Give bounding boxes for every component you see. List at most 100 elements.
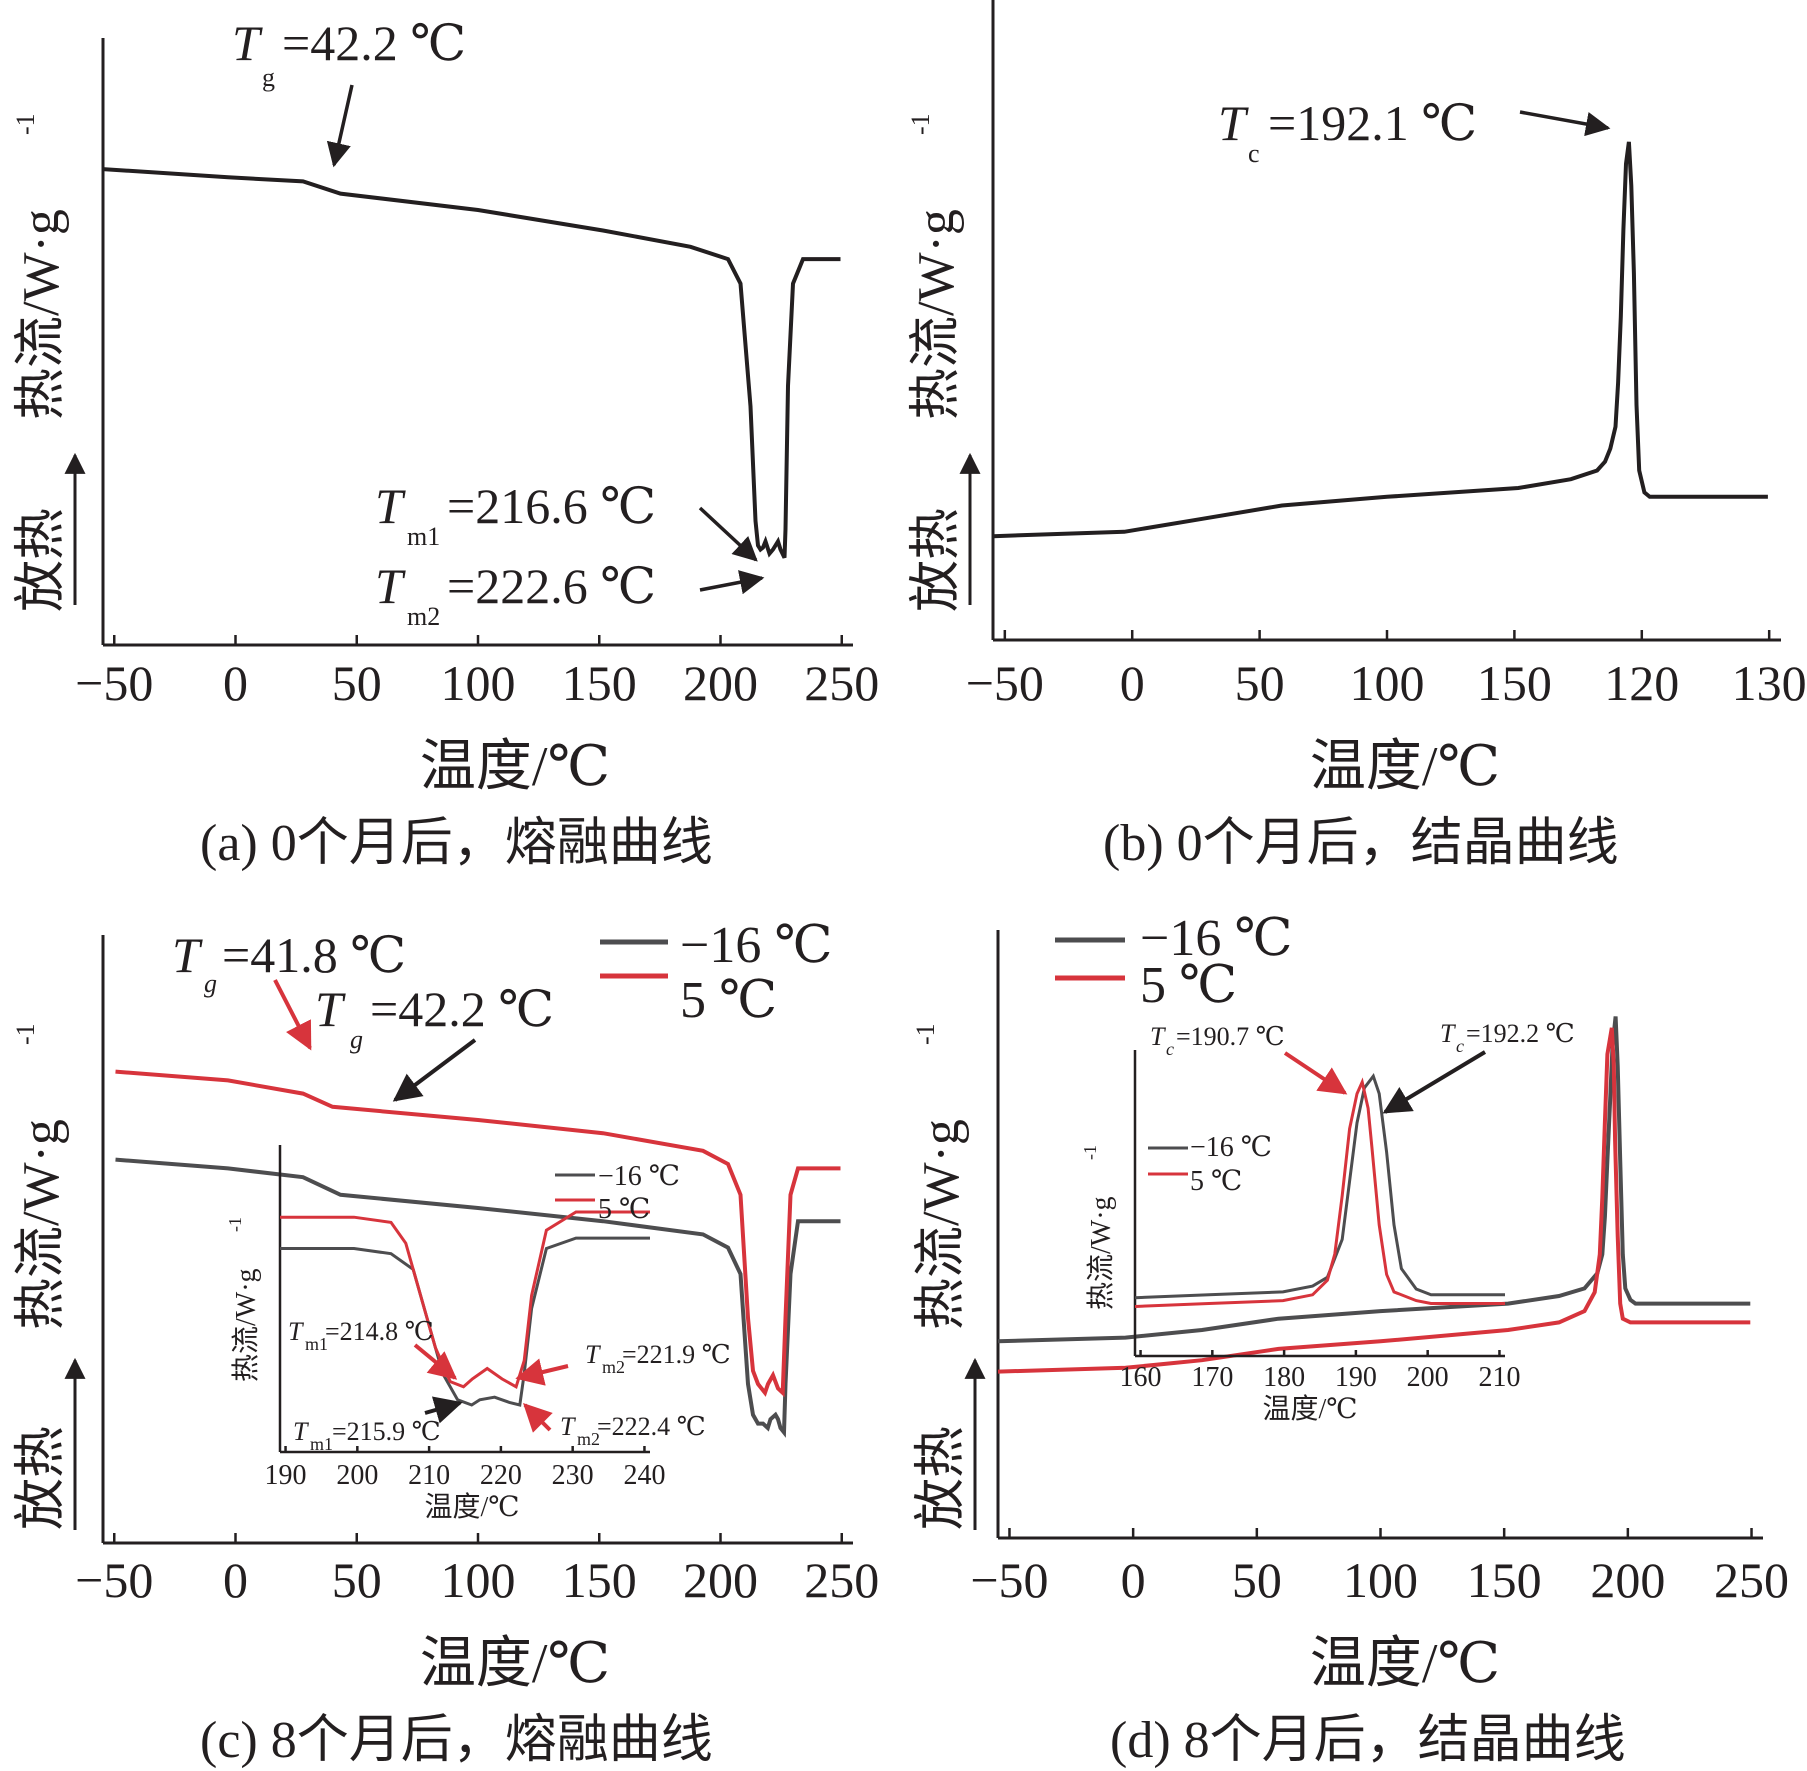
panel-c-exo: 放热 bbox=[13, 1357, 86, 1530]
panel-c-tg2-arrow bbox=[392, 1038, 477, 1102]
panel-c-inset-tm2-black-sub: m2 bbox=[577, 1429, 600, 1449]
panel-c-inset-legend-minus16: −16 ℃ bbox=[598, 1161, 680, 1192]
panel-d-inset-y-label: 热流/W·g bbox=[1085, 1196, 1117, 1310]
panel-c-inset-tm1-red-value: =214.8 ℃ bbox=[325, 1317, 434, 1346]
panel-d-caption: (d) 8个月后，结晶曲线 bbox=[1110, 1712, 1626, 1769]
panel-d-inset: 160 170 180 190 200 210 温度/℃ 热流/W·g -1 −16 ℃ … bbox=[1080, 1019, 1575, 1425]
panel-a-tm2-sym: T bbox=[375, 558, 406, 614]
panel-c-x-tick-label: −50 bbox=[75, 1552, 153, 1608]
panel-c-inset-tm2-red-sub: m2 bbox=[602, 1357, 625, 1377]
panel-c-inset-tm1-red-sym: T bbox=[288, 1317, 304, 1346]
panel-d-x-tick-label: −50 bbox=[970, 1552, 1048, 1608]
panel-b-exo: 放热 bbox=[908, 452, 981, 612]
panel-c-tg2-value: =42.2 ℃ bbox=[370, 981, 554, 1037]
panel-d-inset-tc-black-sym: T bbox=[1440, 1019, 1456, 1048]
panel-a-tg-arrow bbox=[326, 84, 354, 168]
panel-d-inset-x-ticks: 160 170 180 190 200 210 bbox=[1120, 1350, 1520, 1393]
panel-c-tg1-sym: T bbox=[172, 927, 203, 983]
panel-a-tm2-sub: m2 bbox=[407, 602, 440, 631]
panel-c-x-ticks: −50 0 50 100 150 200 250 bbox=[75, 1533, 879, 1608]
panel-c-inset-tm1-black-sym: T bbox=[293, 1417, 309, 1446]
panel-c-y-label-sup: -1 bbox=[11, 1023, 40, 1045]
panel-c-inset-tm1-black: T m1 =215.9 ℃ bbox=[293, 1396, 463, 1454]
panel-d-inset-tc-red: T c =190.7 ℃ bbox=[1150, 1022, 1348, 1095]
panel-a-x-tick-label: 150 bbox=[562, 655, 637, 711]
panel-a-tg-value: =42.2 ℃ bbox=[282, 15, 466, 71]
panel-d-exo-label: 放热 bbox=[913, 1426, 970, 1530]
panel-c-legend-minus16: −16 ℃ bbox=[680, 917, 833, 974]
panel-b-x-tick-label: −50 bbox=[966, 655, 1044, 711]
panel-b-x-tick-label: 100 bbox=[1350, 655, 1425, 711]
panel-a-tg-sub: g bbox=[262, 63, 275, 92]
panel-d-inset-x-tick-label: 170 bbox=[1191, 1362, 1233, 1393]
panel-c-inset-tm1-black-arrow bbox=[424, 1396, 463, 1424]
panel-b-tc-value: =192.1 ℃ bbox=[1268, 95, 1477, 151]
panel-c-x-label: 温度/℃ bbox=[420, 1633, 610, 1695]
panel-d-inset-tc-black-arrow bbox=[1382, 1050, 1487, 1114]
panel-a-tm1-sub: m1 bbox=[407, 522, 440, 551]
panel-c-inset-tm2-black-sym: T bbox=[560, 1412, 576, 1441]
panel-b-exo-label: 放热 bbox=[908, 508, 965, 612]
panel-a-tm2-annotation: T m2 =222.6 ℃ bbox=[375, 558, 765, 631]
panel-d-y-label-sup: -1 bbox=[911, 1023, 940, 1045]
panel-d-inset-x-tick-label: 160 bbox=[1120, 1362, 1162, 1393]
panel-c-inset-tm2-black: T m2 =222.4 ℃ bbox=[523, 1403, 706, 1449]
panel-d-inset-x-tick-label: 200 bbox=[1407, 1362, 1449, 1393]
panel-a-exo: 放热 bbox=[13, 452, 86, 612]
panel-b-x-tick-label: 130 bbox=[1732, 655, 1807, 711]
panel-c-tg1-sub: g bbox=[204, 969, 217, 998]
panel-a: −50 0 50 100 150 200 250 温度/℃ 热流/W·g -1 放热 T g… bbox=[11, 15, 879, 872]
panel-a-x-tick-label: 100 bbox=[441, 655, 516, 711]
panel-a-y-label: 热流/W·g bbox=[13, 209, 70, 420]
panel-d-inset-x-tick-label: 210 bbox=[1478, 1362, 1520, 1393]
panel-a-x-tick-label: −50 bbox=[75, 655, 153, 711]
panel-a-y-label-sup: -1 bbox=[11, 113, 40, 135]
panel-a-x-tick-label: 0 bbox=[223, 655, 248, 711]
panel-d-inset-y-label-sup: -1 bbox=[1080, 1145, 1100, 1160]
panel-c-inset-y-label-group: 热流/W·g -1 bbox=[225, 1217, 262, 1382]
panel-d-x-tick-label: 200 bbox=[1590, 1552, 1665, 1608]
panel-c-caption: (c) 8个月后，熔融曲线 bbox=[200, 1712, 713, 1769]
panel-c-inset-tm2-red-arrow bbox=[515, 1358, 569, 1386]
panel-d-inset-y-label-group: 热流/W·g -1 bbox=[1080, 1145, 1117, 1310]
panel-d-curve-5 bbox=[997, 1027, 1751, 1374]
panel-a-x-tick-label: 50 bbox=[332, 655, 382, 711]
panel-a-tm2-arrow bbox=[699, 570, 765, 595]
panel-a-tm1-arrow bbox=[698, 506, 758, 562]
panel-c-exo-label: 放热 bbox=[13, 1426, 70, 1530]
panel-d-inset-legend-5: 5 ℃ bbox=[1190, 1166, 1242, 1197]
panel-d-exo: 放热 bbox=[913, 1357, 986, 1530]
panel-d-inset-tc-black-value: =192.2 ℃ bbox=[1466, 1019, 1575, 1048]
panel-a-x-ticks: −50 0 50 100 150 200 250 bbox=[75, 635, 879, 711]
panel-d-x-tick-label: 250 bbox=[1714, 1552, 1789, 1608]
panel-c-inset-tm1-red: T m1 =214.8 ℃ bbox=[288, 1317, 458, 1380]
panel-b-caption: (b) 0个月后，结晶曲线 bbox=[1103, 815, 1619, 872]
panel-a-curve bbox=[102, 167, 841, 559]
panel-b-tc-sub: c bbox=[1248, 139, 1260, 168]
panel-d-y-label: 热流/W·g bbox=[913, 1119, 970, 1330]
panel-d-y-label-group: 热流/W·g -1 bbox=[911, 1023, 970, 1330]
panel-d-inset-tc-black-sub: c bbox=[1456, 1036, 1464, 1056]
panel-c-x-tick-label: 200 bbox=[683, 1552, 758, 1608]
panel-c-tg2-sub: g bbox=[350, 1025, 363, 1054]
panel-c-inset-tm2-black-arrow bbox=[523, 1403, 553, 1433]
panel-c-inset-y-label-sup: -1 bbox=[225, 1217, 245, 1232]
panel-c-x-tick-label: 0 bbox=[223, 1552, 248, 1608]
panel-d-legend-minus16: −16 ℃ bbox=[1140, 910, 1293, 967]
panel-c-inset-x-tick-label: 210 bbox=[408, 1460, 450, 1491]
panel-d-inset-curve-minus16 bbox=[1134, 1073, 1505, 1300]
panel-b: −50 0 50 100 150 120 130 温度/℃ 热流/W·g -1 放热 T c… bbox=[906, 0, 1807, 872]
panel-d-inset-curve-5 bbox=[1134, 1077, 1505, 1308]
panel-c-curve-5 bbox=[115, 1069, 841, 1398]
panel-c-inset-tm2-red-sym: T bbox=[585, 1340, 601, 1369]
panel-c-inset: 190 200 210 220 230 240 温度/℃ 热流/W·g -1 −16 ℃ … bbox=[225, 1145, 731, 1523]
panel-c-inset-tm1-red-sub: m1 bbox=[305, 1334, 328, 1354]
panel-d-inset-legend: −16 ℃ 5 ℃ bbox=[1148, 1132, 1272, 1197]
panel-c-inset-tm1-black-value: =215.9 ℃ bbox=[332, 1417, 441, 1446]
panel-b-y-label-sup: -1 bbox=[906, 113, 935, 135]
panel-c-inset-x-tick-label: 190 bbox=[265, 1460, 307, 1491]
panel-d-x-tick-label: 0 bbox=[1121, 1552, 1146, 1608]
panel-a-x-tick-label: 200 bbox=[683, 655, 758, 711]
panel-b-y-label-group: 热流/W·g -1 bbox=[906, 113, 965, 420]
